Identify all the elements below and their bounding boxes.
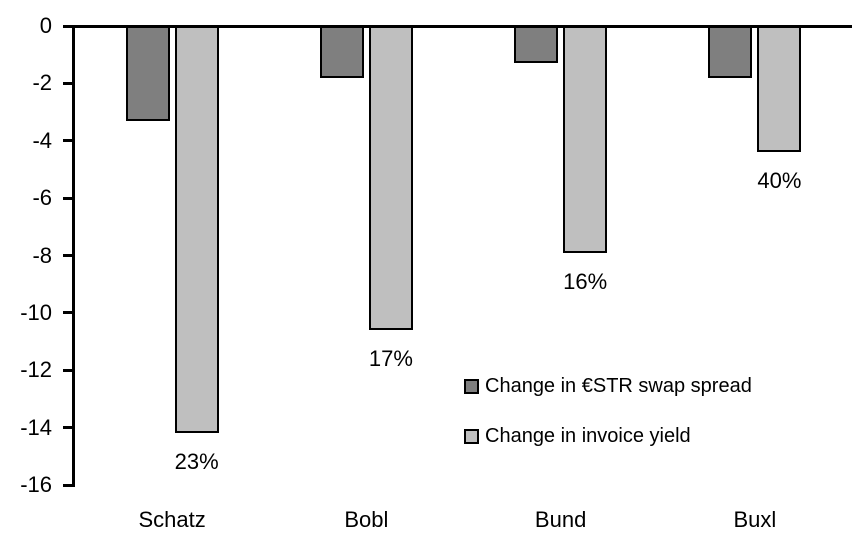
- y-axis-tick-label: -10: [20, 299, 52, 325]
- y-axis-tick-label: -2: [32, 70, 52, 96]
- y-axis-tick-label: -6: [32, 185, 52, 211]
- y-axis-tick: [63, 196, 75, 200]
- bar-swap-spread-schatz: [125, 25, 170, 121]
- data-label-schatz: 23%: [174, 449, 219, 475]
- y-axis-tick-label: -4: [32, 127, 52, 153]
- bar-swap-spread-bund: [514, 25, 559, 64]
- data-label-buxl: 40%: [757, 168, 802, 194]
- y-axis-tick-label: -12: [20, 357, 52, 383]
- legend-item-swap-spread: Change in €STR swap spread: [464, 375, 752, 397]
- y-axis-tick: [63, 81, 75, 85]
- y-axis-tick: [63, 426, 75, 430]
- y-axis-tick: [63, 254, 75, 257]
- x-axis-zero-line: [72, 24, 852, 28]
- y-axis-tick-label: -14: [20, 414, 52, 440]
- x-axis-label-bobl: Bobl: [344, 507, 389, 532]
- y-axis-line: [72, 24, 75, 487]
- legend-label-swap-spread: Change in €STR swap spread: [485, 374, 752, 397]
- y-axis-tick: [63, 311, 75, 315]
- bar-swap-spread-bobl: [319, 25, 364, 78]
- data-label-bobl: 17%: [368, 346, 413, 372]
- y-axis-tick: [63, 24, 75, 28]
- y-axis-tick: [63, 139, 75, 143]
- x-axis-label-buxl: Buxl: [733, 507, 777, 532]
- data-label-bund: 16%: [563, 268, 608, 294]
- bar-invoice-yield-buxl: [757, 25, 802, 153]
- bar-invoice-yield-bobl: [368, 25, 413, 331]
- legend-swatch-dark-gray: [464, 378, 479, 394]
- legend-swatch-light-gray: [464, 428, 479, 444]
- x-axis-label-bund: Bund: [534, 507, 587, 532]
- chart-legend: Change in €STR swap spread Change in inv…: [464, 375, 752, 475]
- bar-invoice-yield-bund: [563, 25, 608, 253]
- y-axis-tick-label: -8: [32, 242, 52, 268]
- bar-swap-spread-buxl: [708, 25, 753, 78]
- y-axis-tick: [63, 368, 75, 372]
- x-axis-label-schatz: Schatz: [138, 507, 206, 532]
- legend-label-invoice-yield: Change in invoice yield: [485, 424, 691, 447]
- y-axis-tick: [63, 483, 75, 487]
- legend-item-invoice-yield: Change in invoice yield: [464, 425, 752, 447]
- y-axis-tick-label: 0: [39, 13, 52, 38]
- bar-invoice-yield-schatz: [174, 25, 219, 434]
- y-axis-tick-label: -16: [20, 472, 52, 497]
